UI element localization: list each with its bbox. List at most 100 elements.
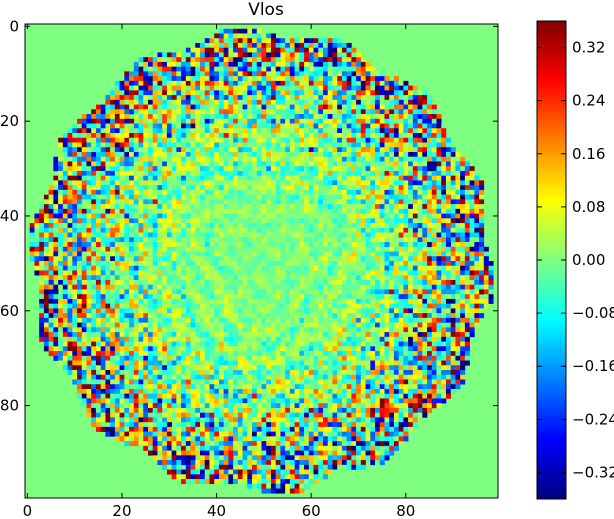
heatmap-cell: [346, 71, 352, 77]
heatmap-cell: [417, 246, 423, 252]
heatmap-cell: [256, 147, 262, 153]
heatmap-cell: [318, 317, 324, 323]
heatmap-cell: [247, 47, 253, 53]
heatmap-cell: [360, 161, 366, 167]
heatmap-cell: [53, 189, 59, 195]
heatmap-cell: [256, 128, 262, 134]
heatmap-cell: [157, 218, 163, 224]
heatmap-cell: [204, 261, 210, 267]
heatmap-cell: [124, 161, 130, 167]
heatmap-cell: [370, 213, 376, 219]
heatmap-cell: [294, 128, 300, 134]
heatmap-cell: [218, 213, 224, 219]
heatmap-cell: [356, 52, 362, 58]
heatmap-cell: [100, 322, 106, 328]
heatmap-cell: [261, 170, 267, 176]
heatmap-cell: [133, 208, 139, 214]
heatmap-cell: [422, 99, 428, 105]
heatmap-cell: [105, 261, 111, 267]
heatmap-cell: [171, 185, 177, 191]
heatmap-cell: [129, 284, 135, 290]
heatmap-cell: [389, 151, 395, 158]
heatmap-cell: [218, 322, 224, 328]
heatmap-cell: [114, 289, 120, 295]
heatmap-cell: [171, 237, 177, 243]
heatmap-cell: [256, 265, 262, 271]
heatmap-cell: [261, 114, 267, 120]
heatmap-cell: [308, 261, 314, 267]
heatmap-cell: [294, 151, 300, 158]
heatmap-cell: [133, 232, 139, 238]
heatmap-cell: [81, 232, 87, 238]
heatmap-cell: [308, 38, 314, 44]
heatmap-cell: [299, 85, 305, 91]
heatmap-cell: [100, 327, 106, 333]
heatmap-cell: [360, 317, 366, 323]
heatmap-cell: [450, 308, 456, 314]
heatmap-cell: [327, 313, 333, 319]
heatmap-cell: [129, 313, 135, 319]
heatmap-cell: [204, 270, 210, 276]
heatmap-cell: [360, 208, 366, 214]
heatmap-cell: [190, 242, 196, 248]
heatmap-cell: [77, 232, 83, 238]
heatmap-cell: [308, 204, 314, 210]
heatmap-cell: [417, 180, 423, 186]
heatmap-cell: [105, 232, 111, 238]
heatmap-cell: [365, 227, 371, 233]
heatmap-cell: [39, 270, 45, 276]
heatmap-cell: [270, 237, 276, 243]
heatmap-cell: [86, 180, 92, 186]
heatmap-cell: [289, 322, 295, 328]
heatmap-cell: [114, 151, 120, 158]
heatmap-cell: [176, 161, 182, 167]
heatmap-cell: [214, 308, 220, 314]
heatmap-cell: [247, 313, 253, 319]
heatmap-cell: [275, 332, 281, 338]
heatmap-cell: [427, 118, 433, 124]
heatmap-cell: [100, 151, 106, 158]
heatmap-cell: [181, 142, 187, 148]
heatmap-cell: [43, 251, 49, 257]
heatmap-cell: [318, 284, 324, 290]
heatmap-cell: [337, 189, 343, 195]
heatmap-cell: [289, 189, 295, 195]
heatmap-cell: [285, 76, 291, 82]
heatmap-cell: [422, 213, 428, 219]
heatmap-cell: [308, 189, 314, 195]
heatmap-cell: [256, 223, 262, 229]
heatmap-cell: [114, 104, 120, 110]
heatmap-cell: [398, 242, 404, 248]
heatmap-cell: [233, 85, 239, 91]
heatmap-cell: [299, 332, 305, 338]
heatmap-cell: [375, 170, 381, 176]
heatmap-cell: [242, 38, 248, 44]
heatmap-cell: [195, 133, 201, 139]
heatmap-cell: [209, 71, 215, 77]
heatmap-cell: [91, 317, 97, 323]
heatmap-cell: [195, 147, 201, 153]
heatmap-cell: [332, 142, 338, 148]
heatmap-cell: [417, 99, 423, 105]
heatmap-cell: [365, 95, 371, 101]
heatmap-cell: [417, 308, 423, 314]
heatmap-cell: [204, 332, 210, 338]
heatmap-cell: [408, 123, 414, 129]
heatmap-cell: [261, 185, 267, 191]
heatmap-cell: [417, 251, 423, 257]
heatmap-cell: [379, 170, 385, 176]
heatmap-cell: [95, 242, 101, 248]
heatmap-cell: [143, 85, 149, 91]
heatmap-cell: [450, 218, 456, 224]
heatmap-cell: [436, 308, 442, 314]
heatmap-cell: [318, 270, 324, 276]
heatmap-cell: [308, 71, 314, 77]
heatmap-cell: [445, 142, 451, 148]
heatmap-cell: [48, 208, 54, 214]
heatmap-cell: [48, 317, 54, 323]
heatmap-cell: [308, 303, 314, 309]
heatmap-cell: [86, 223, 92, 229]
heatmap-cell: [375, 246, 381, 252]
heatmap-cell: [162, 208, 168, 214]
heatmap-cell: [375, 109, 381, 115]
